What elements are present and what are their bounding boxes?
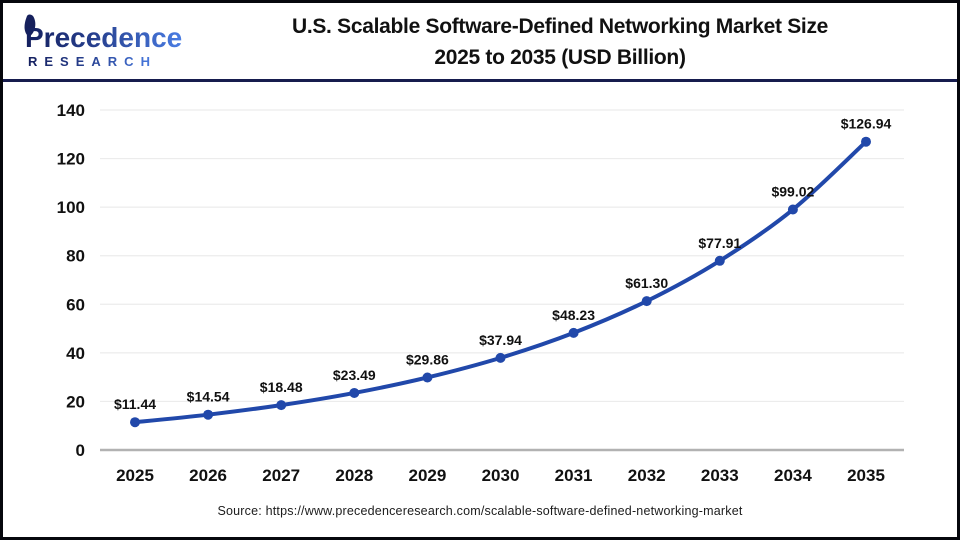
svg-text:40: 40: [66, 344, 85, 363]
svg-text:120: 120: [57, 150, 85, 169]
svg-text:$11.44: $11.44: [114, 396, 156, 412]
svg-text:$61.30: $61.30: [625, 275, 668, 291]
svg-text:2030: 2030: [482, 466, 520, 485]
svg-text:20: 20: [66, 392, 85, 411]
logo-brand-text: Precedence: [25, 22, 182, 53]
svg-text:$77.91: $77.91: [698, 235, 741, 251]
header: Precedence RESEARCH U.S. Scalable Softwa…: [3, 3, 957, 82]
svg-text:$48.23: $48.23: [552, 307, 595, 323]
svg-text:2028: 2028: [335, 466, 373, 485]
svg-text:$18.48: $18.48: [260, 379, 303, 395]
svg-text:2032: 2032: [628, 466, 666, 485]
svg-text:60: 60: [66, 295, 85, 314]
svg-text:$29.86: $29.86: [406, 351, 449, 367]
svg-text:80: 80: [66, 247, 85, 266]
svg-text:2031: 2031: [555, 466, 593, 485]
chart-title-line-2: 2025 to 2035 (USD Billion): [434, 46, 686, 69]
svg-text:$14.54: $14.54: [187, 389, 230, 405]
svg-text:140: 140: [57, 101, 85, 120]
svg-text:$37.94: $37.94: [479, 332, 522, 348]
source-text: Source: https://www.precedenceresearch.c…: [217, 504, 743, 518]
svg-text:0: 0: [76, 441, 85, 460]
svg-text:2035: 2035: [847, 466, 885, 485]
chart-title-line-1: U.S. Scalable Software-Defined Networkin…: [291, 15, 829, 38]
svg-text:100: 100: [57, 198, 85, 217]
svg-text:2027: 2027: [262, 466, 300, 485]
svg-text:2033: 2033: [701, 466, 739, 485]
svg-text:$23.49: $23.49: [333, 367, 376, 383]
chart-section: 0 20 40 60 80 100 120 140 2025 2026 2027 2028 2029 20…: [3, 82, 957, 494]
footer: Source: https://www.precedenceresearch.c…: [3, 494, 957, 534]
svg-text:2025: 2025: [116, 466, 154, 485]
market-size-line-chart: 0 20 40 60 80 100 120 140 2025 2026 2027 2028 2029 20…: [57, 101, 904, 485]
leaf-icon: [24, 14, 36, 37]
chart-title: U.S. Scalable Software-Defined Networkin…: [183, 11, 937, 73]
logo-sub-text: RESEARCH: [28, 54, 157, 69]
svg-text:2026: 2026: [189, 466, 227, 485]
svg-text:2029: 2029: [408, 466, 446, 485]
svg-text:$126.94: $126.94: [841, 116, 892, 132]
svg-text:2034: 2034: [774, 466, 812, 485]
precedence-research-logo: Precedence RESEARCH: [24, 14, 182, 69]
svg-text:$99.02: $99.02: [771, 184, 814, 200]
